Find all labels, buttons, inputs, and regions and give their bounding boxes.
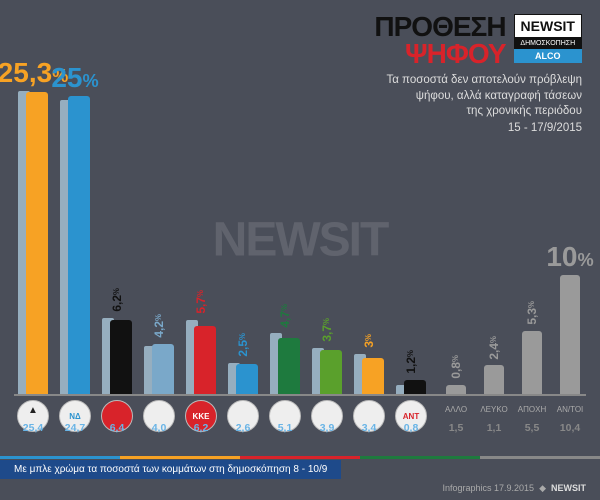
previous-value: 6,4	[98, 422, 136, 434]
bar-value: 0,8%	[450, 355, 462, 379]
footnote: Με μπλε χρώμα τα ποσοστά των κομμάτων στ…	[0, 460, 341, 479]
bar-current	[68, 96, 90, 394]
bar-current	[26, 92, 48, 394]
party-bar: 25% ΝΔ	[56, 64, 94, 394]
bar-current	[236, 364, 258, 394]
title-line1: ΠΡΟΘΕΣΗ	[374, 14, 505, 41]
badge-mid: ΔΗΜΟΣΚΟΠΗΣΗ	[514, 38, 582, 49]
party-bar: 3,7%	[308, 318, 346, 394]
bar-value: 25%	[51, 64, 98, 92]
party-bar: 6,2%	[98, 288, 136, 394]
bar-current	[194, 326, 216, 394]
party-bar: 1,2% ANT	[392, 350, 430, 394]
party-bar: 5,7% KKE	[182, 290, 220, 394]
bar-current	[320, 350, 342, 394]
bar-current	[404, 380, 426, 394]
bar-value: 2,4%	[488, 336, 500, 360]
bar-current	[522, 331, 542, 394]
bar-current	[446, 385, 466, 395]
previous-values-row: 25,4 24,7 6,4 4,0 6,2 2,6 5,1 3,9 3,4 0,8 1,5 1,1 5,…	[14, 422, 586, 434]
bar-chart: 25,3% 25% ΝΔ 6,2% 4,2% 5,7% K	[14, 58, 586, 438]
bar-value: 1,2%	[405, 350, 417, 374]
party-bar: 4,7%	[266, 304, 304, 394]
baseline	[14, 394, 586, 396]
other-bar: 10% ΑΝ/ΤΟΙ	[554, 243, 586, 394]
previous-value: 10,4	[554, 422, 586, 434]
bar-value: 5,3%	[526, 301, 538, 325]
bar-value: 4,2%	[153, 314, 165, 338]
party-bar: 4,2%	[140, 314, 178, 394]
other-bar: 2,4% ΛΕΥΚΟ	[478, 336, 510, 394]
bar-value: 10%	[546, 243, 593, 271]
other-bar: 5,3% ΑΠΟΧΗ	[516, 301, 548, 394]
bar-current	[362, 358, 384, 394]
party-bar: 2,5%	[224, 333, 262, 394]
bar-value: 6,2%	[111, 288, 123, 312]
category-label: ΑΠΟΧΗ	[518, 405, 546, 414]
previous-value: 3,4	[350, 422, 388, 434]
bar-current	[152, 344, 174, 394]
credits: Infographics 17.9.2015 ◆ NEWSIT	[442, 483, 586, 494]
previous-value: 4,0	[140, 422, 178, 434]
category-label: ΛΕΥΚΟ	[480, 405, 507, 414]
category-label: ΑΝ/ΤΟΙ	[557, 405, 584, 414]
badge-brand: NEWSIT	[514, 14, 582, 38]
bar-current	[110, 320, 132, 394]
bar-value: 5,7%	[195, 290, 207, 314]
bar-current	[560, 275, 580, 394]
previous-value: 24,7	[56, 422, 94, 434]
previous-value: 6,2	[182, 422, 220, 434]
color-stripe	[0, 456, 600, 459]
indicator-arrow: ▲	[28, 405, 38, 416]
bar-value: 2,5%	[237, 333, 249, 357]
previous-value: 2,6	[224, 422, 262, 434]
footer: Με μπλε χρώμα τα ποσοστά των κομμάτων στ…	[0, 456, 600, 500]
bar-current	[278, 338, 300, 394]
previous-value: 5,1	[266, 422, 304, 434]
source-badge: NEWSIT ΔΗΜΟΣΚΟΠΗΣΗ ALCO	[514, 14, 582, 63]
previous-value: 1,5	[440, 422, 472, 434]
bar-current	[484, 365, 504, 394]
previous-value: 25,4	[14, 422, 52, 434]
bar-value: 4,7%	[279, 304, 291, 328]
previous-value: 1,1	[478, 422, 510, 434]
previous-value: 0,8	[392, 422, 430, 434]
previous-value: 5,5	[516, 422, 548, 434]
other-bar: 0,8% ΑΛΛΟ	[440, 355, 472, 394]
bar-value: 3,7%	[321, 318, 333, 342]
bar-value: 3%	[363, 334, 375, 348]
party-bar: 25,3%	[14, 59, 52, 394]
previous-value: 3,9	[308, 422, 346, 434]
category-label: ΑΛΛΟ	[445, 405, 467, 414]
party-bar: 3%	[350, 334, 388, 394]
